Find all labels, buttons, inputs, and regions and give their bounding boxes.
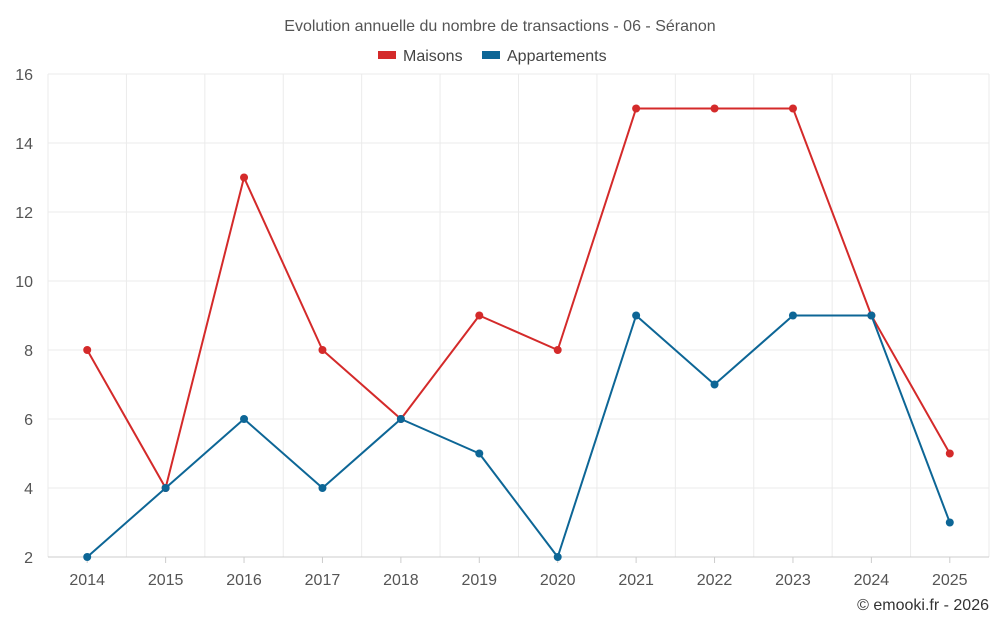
x-tick-label: 2015 (148, 572, 184, 589)
y-tick-label: 14 (15, 136, 33, 153)
legend-swatch-appartements (482, 51, 500, 59)
y-tick-label: 2 (24, 550, 33, 567)
x-tick-label: 2019 (461, 572, 497, 589)
data-point-maisons (710, 104, 719, 113)
x-tick-label: 2024 (854, 572, 890, 589)
series-appartements (83, 311, 954, 561)
y-tick-label: 8 (24, 343, 33, 360)
y-tick-label: 4 (24, 481, 33, 498)
series-line-maisons (86, 107, 951, 489)
credit-text: © emooki.fr - 2026 (857, 597, 989, 614)
x-tick-label: 2020 (540, 572, 576, 589)
legend-label-maisons: Maisons (403, 48, 463, 65)
x-tick-label: 2022 (697, 572, 733, 589)
data-point-appartements (475, 449, 484, 458)
data-point-appartements (788, 311, 797, 320)
data-point-appartements (553, 553, 562, 561)
chart-title: Evolution annuelle du nombre de transact… (284, 18, 715, 35)
x-tick-label: 2023 (775, 572, 811, 589)
y-tick-label: 6 (24, 412, 33, 429)
data-point-appartements (83, 553, 92, 561)
legend-label-appartements: Appartements (507, 48, 607, 65)
data-point-maisons (788, 104, 797, 113)
data-point-appartements (240, 415, 249, 423)
y-tick-label: 10 (15, 274, 33, 291)
data-point-maisons (632, 104, 641, 113)
x-tick-label: 2014 (69, 572, 105, 589)
data-point-appartements (396, 415, 405, 423)
axes: 2 4 6 8 10 12 14 16 2014 2015 2016 2017 2018 2019 2020… (15, 67, 989, 589)
data-point-appartements (945, 518, 954, 527)
data-point-appartements (632, 311, 641, 320)
x-tick-label: 2016 (226, 572, 262, 589)
y-tick-label: 12 (15, 205, 33, 222)
data-point-appartements (867, 311, 876, 320)
data-point-maisons (83, 346, 92, 354)
data-point-maisons (475, 311, 484, 320)
legend: Maisons Appartements (378, 48, 607, 65)
data-point-appartements (161, 484, 170, 492)
y-tick-label: 16 (15, 67, 33, 84)
data-point-maisons (240, 173, 249, 182)
series-line-appartements (86, 314, 951, 558)
data-point-maisons (945, 449, 954, 458)
data-point-maisons (318, 346, 327, 354)
x-tick-label: 2025 (932, 572, 968, 589)
data-point-maisons (553, 346, 562, 354)
series (83, 104, 954, 561)
x-tick-label: 2018 (383, 572, 419, 589)
data-point-appartements (710, 380, 719, 389)
legend-swatch-maisons (378, 51, 396, 59)
x-tick-label: 2021 (618, 572, 654, 589)
data-point-appartements (318, 484, 327, 492)
x-tick-label: 2017 (305, 572, 341, 589)
